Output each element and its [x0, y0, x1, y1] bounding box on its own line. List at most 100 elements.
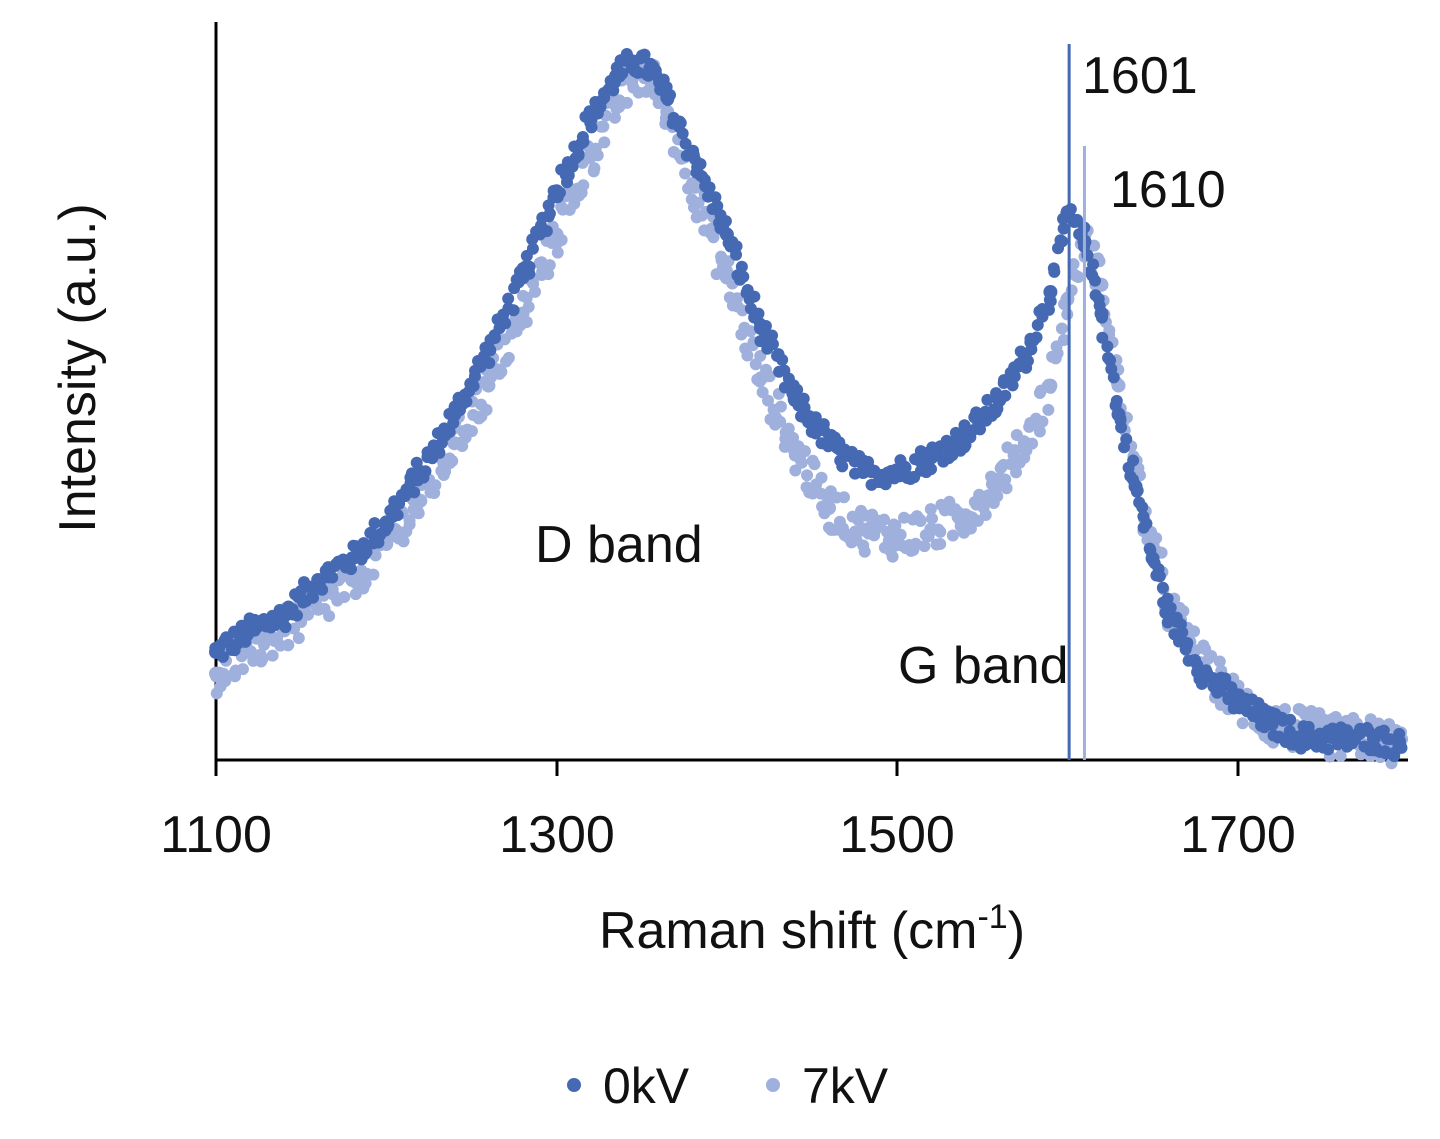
scatter-marker-0kv	[460, 395, 473, 408]
scatter-marker-0kv	[1164, 601, 1177, 614]
scatter-marker-7kv	[219, 675, 232, 688]
scatter-marker-0kv	[664, 89, 677, 102]
scatter-marker-7kv	[1236, 717, 1249, 730]
y-axis-title: Intensity (a.u.)	[49, 203, 107, 532]
scatter-marker-0kv	[1195, 677, 1208, 690]
scatter-marker-0kv	[572, 149, 585, 162]
scatter-marker-7kv	[763, 370, 776, 383]
scatter-marker-0kv	[974, 423, 987, 436]
scatter-marker-7kv	[741, 349, 754, 362]
legend-marker-7kv	[766, 1078, 780, 1092]
scatter-marker-0kv	[1030, 331, 1043, 344]
x-tick-label-1700: 1700	[1180, 806, 1296, 864]
scatter-marker-7kv	[465, 425, 478, 438]
scatter-marker-7kv	[858, 545, 871, 558]
scatter-marker-7kv	[555, 234, 568, 247]
scatter-marker-7kv	[1072, 271, 1085, 284]
scatter-marker-7kv	[292, 632, 305, 645]
scatter-marker-0kv	[543, 207, 556, 220]
scatter-marker-0kv	[1153, 570, 1166, 583]
scatter-marker-0kv	[316, 583, 329, 596]
scatter-marker-7kv	[359, 577, 372, 590]
x-axis-title-superscript: -1	[977, 898, 1007, 936]
scatter-marker-0kv	[577, 136, 590, 149]
scatter-marker-0kv	[674, 116, 687, 129]
scatter-marker-7kv	[236, 663, 249, 676]
scatter-marker-0kv	[719, 215, 732, 228]
scatter-marker-7kv	[551, 246, 564, 259]
scatter-marker-0kv	[447, 417, 460, 430]
scatter-marker-7kv	[720, 264, 733, 277]
scatter-marker-0kv	[1143, 542, 1156, 555]
scatter-marker-0kv	[1110, 394, 1123, 407]
scatter-marker-7kv	[798, 445, 811, 458]
x-tick-label-1500: 1500	[839, 806, 955, 864]
scatter-marker-0kv	[1136, 501, 1149, 514]
scatter-marker-7kv	[924, 503, 937, 516]
scatter-marker-7kv	[1334, 750, 1347, 763]
scatter-marker-7kv	[522, 300, 535, 313]
scatter-marker-7kv	[1065, 284, 1078, 297]
scatter-marker-0kv	[631, 66, 644, 79]
scatter-marker-7kv	[886, 550, 899, 563]
scatter-marker-0kv	[507, 304, 520, 317]
legend-marker-0kv	[567, 1078, 581, 1092]
scatter-marker-0kv	[364, 526, 377, 539]
scatter-marker-0kv	[1008, 370, 1021, 383]
scatter-marker-7kv	[782, 422, 795, 435]
scatter-marker-0kv	[1071, 213, 1084, 226]
scatter-marker-0kv	[1284, 713, 1297, 726]
scatter-marker-0kv	[737, 270, 750, 283]
scatter-marker-0kv	[1181, 637, 1194, 650]
scatter-marker-0kv	[410, 456, 423, 469]
scatter-marker-0kv	[433, 446, 446, 459]
scatter-marker-0kv	[1120, 433, 1133, 446]
scatter-marker-7kv	[801, 469, 814, 482]
scatter-marker-0kv	[306, 589, 319, 602]
scatter-marker-0kv	[540, 225, 553, 238]
scatter-marker-7kv	[744, 325, 757, 338]
scatter-marker-7kv	[257, 638, 270, 651]
annotation-g-band: G band	[898, 637, 1069, 695]
scatter-marker-0kv	[1331, 738, 1344, 751]
scatter-marker-0kv	[483, 357, 496, 370]
scatter-marker-0kv	[1064, 203, 1077, 216]
scatter-marker-0kv	[748, 290, 761, 303]
scatter-marker-7kv	[543, 259, 556, 272]
scatter-marker-7kv	[495, 365, 508, 378]
scatter-marker-7kv	[577, 179, 590, 192]
scatter-marker-7kv	[1010, 466, 1023, 479]
scatter-marker-0kv	[1161, 592, 1174, 605]
scatter-marker-7kv	[588, 162, 601, 175]
scatter-marker-0kv	[1043, 293, 1056, 306]
scatter-marker-0kv	[408, 486, 421, 499]
scatter-marker-7kv	[620, 96, 633, 109]
scatter-marker-7kv	[1033, 425, 1046, 438]
scatter-marker-7kv	[429, 479, 442, 492]
scatter-marker-7kv	[281, 639, 294, 652]
scatter-marker-7kv	[815, 471, 828, 484]
scatter-marker-7kv	[597, 120, 610, 133]
legend: 0kV 7kV	[567, 1058, 889, 1114]
x-axis-title-main: Raman shift (cm	[599, 902, 978, 960]
scatter-marker-7kv	[502, 351, 515, 364]
scatter-marker-0kv	[1140, 517, 1153, 530]
scatter-marker-0kv	[862, 455, 875, 468]
scatter-marker-7kv	[926, 512, 939, 525]
scatter-marker-0kv	[391, 509, 404, 522]
scatter-marker-0kv	[766, 338, 779, 351]
scatter-marker-7kv	[1042, 403, 1055, 416]
scatter-marker-7kv	[1036, 415, 1049, 428]
scatter-marker-7kv	[1213, 655, 1226, 668]
scatter-marker-0kv	[1101, 340, 1114, 353]
scatter-marker-7kv	[991, 490, 1004, 503]
scatter-marker-7kv	[1026, 437, 1039, 450]
scatter-marker-7kv	[946, 529, 959, 542]
scatter-marker-7kv	[229, 670, 242, 683]
scatter-marker-0kv	[899, 461, 912, 474]
scatter-marker-0kv	[836, 460, 849, 473]
scatter-marker-0kv	[791, 383, 804, 396]
scatter-marker-0kv	[419, 465, 432, 478]
scatter-marker-0kv	[1131, 484, 1144, 497]
scatter-marker-7kv	[787, 431, 800, 444]
